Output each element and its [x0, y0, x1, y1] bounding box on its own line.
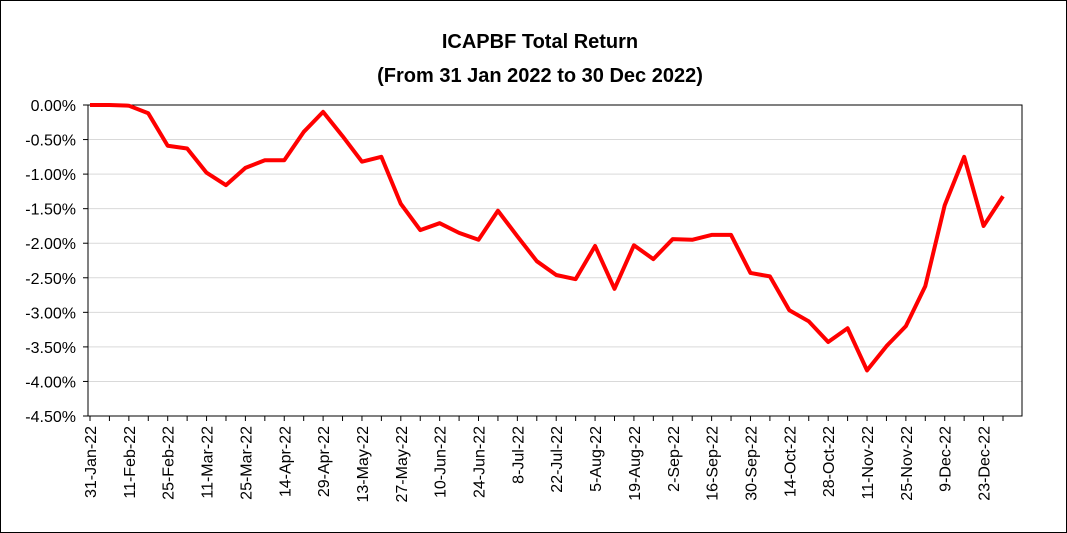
- line-series: [90, 103, 1005, 373]
- y-tick-label: -2.50%: [25, 271, 76, 288]
- x-tick-label: 14-Apr-22: [277, 426, 294, 497]
- x-tick-label: 5-Aug-22: [588, 426, 605, 492]
- y-tick-label: -4.50%: [25, 409, 76, 426]
- y-tick-label: -3.50%: [25, 340, 76, 357]
- y-tick-label: -3.00%: [25, 305, 76, 322]
- x-tick-label: 14-Oct-22: [782, 426, 799, 497]
- chart-title: ICAPBF Total Return: [442, 31, 638, 53]
- y-tick-label: -1.00%: [25, 167, 76, 184]
- x-tick-label: 10-Jun-22: [433, 426, 450, 498]
- x-tick-label: 28-Oct-22: [821, 426, 838, 497]
- plot-border: [87, 104, 1023, 417]
- x-tick-label: 25-Mar-22: [238, 426, 255, 500]
- x-tick-label: 11-Nov-22: [860, 426, 877, 500]
- y-tick-label: -2.00%: [25, 236, 76, 253]
- x-tick-label: 25-Feb-22: [161, 426, 178, 500]
- x-tick-label: 11-Mar-22: [200, 426, 217, 499]
- x-tick-label: 8-Jul-22: [510, 426, 527, 484]
- y-tick-label: -1.50%: [25, 202, 76, 219]
- x-tick-label: 25-Nov-22: [899, 426, 916, 501]
- x-tick-label: 11-Feb-22: [122, 426, 139, 499]
- x-tick-label: 24-Jun-22: [472, 426, 489, 498]
- x-tick-label: 13-May-22: [355, 426, 372, 503]
- x-tick-label: 9-Dec-22: [938, 426, 955, 492]
- y-tick-label: -4.00%: [25, 374, 76, 391]
- y-tick-label: 0.00%: [31, 98, 76, 115]
- x-tick-label: 22-Jul-22: [549, 426, 566, 493]
- x-tick-label: 16-Sep-22: [705, 426, 722, 501]
- x-tick-label: 19-Aug-22: [627, 426, 644, 501]
- x-tick-label: 31-Jan-22: [83, 426, 100, 498]
- chart-subtitle: (From 31 Jan 2022 to 30 Dec 2022): [377, 65, 703, 87]
- x-tick-label: 23-Dec-22: [977, 426, 994, 501]
- x-tick-label: 2-Sep-22: [666, 426, 683, 492]
- x-tick-label: 29-Apr-22: [316, 426, 333, 497]
- x-tick-label: 30-Sep-22: [743, 426, 760, 501]
- y-tick-label: -0.50%: [25, 133, 76, 150]
- x-tick-label: 27-May-22: [394, 426, 411, 503]
